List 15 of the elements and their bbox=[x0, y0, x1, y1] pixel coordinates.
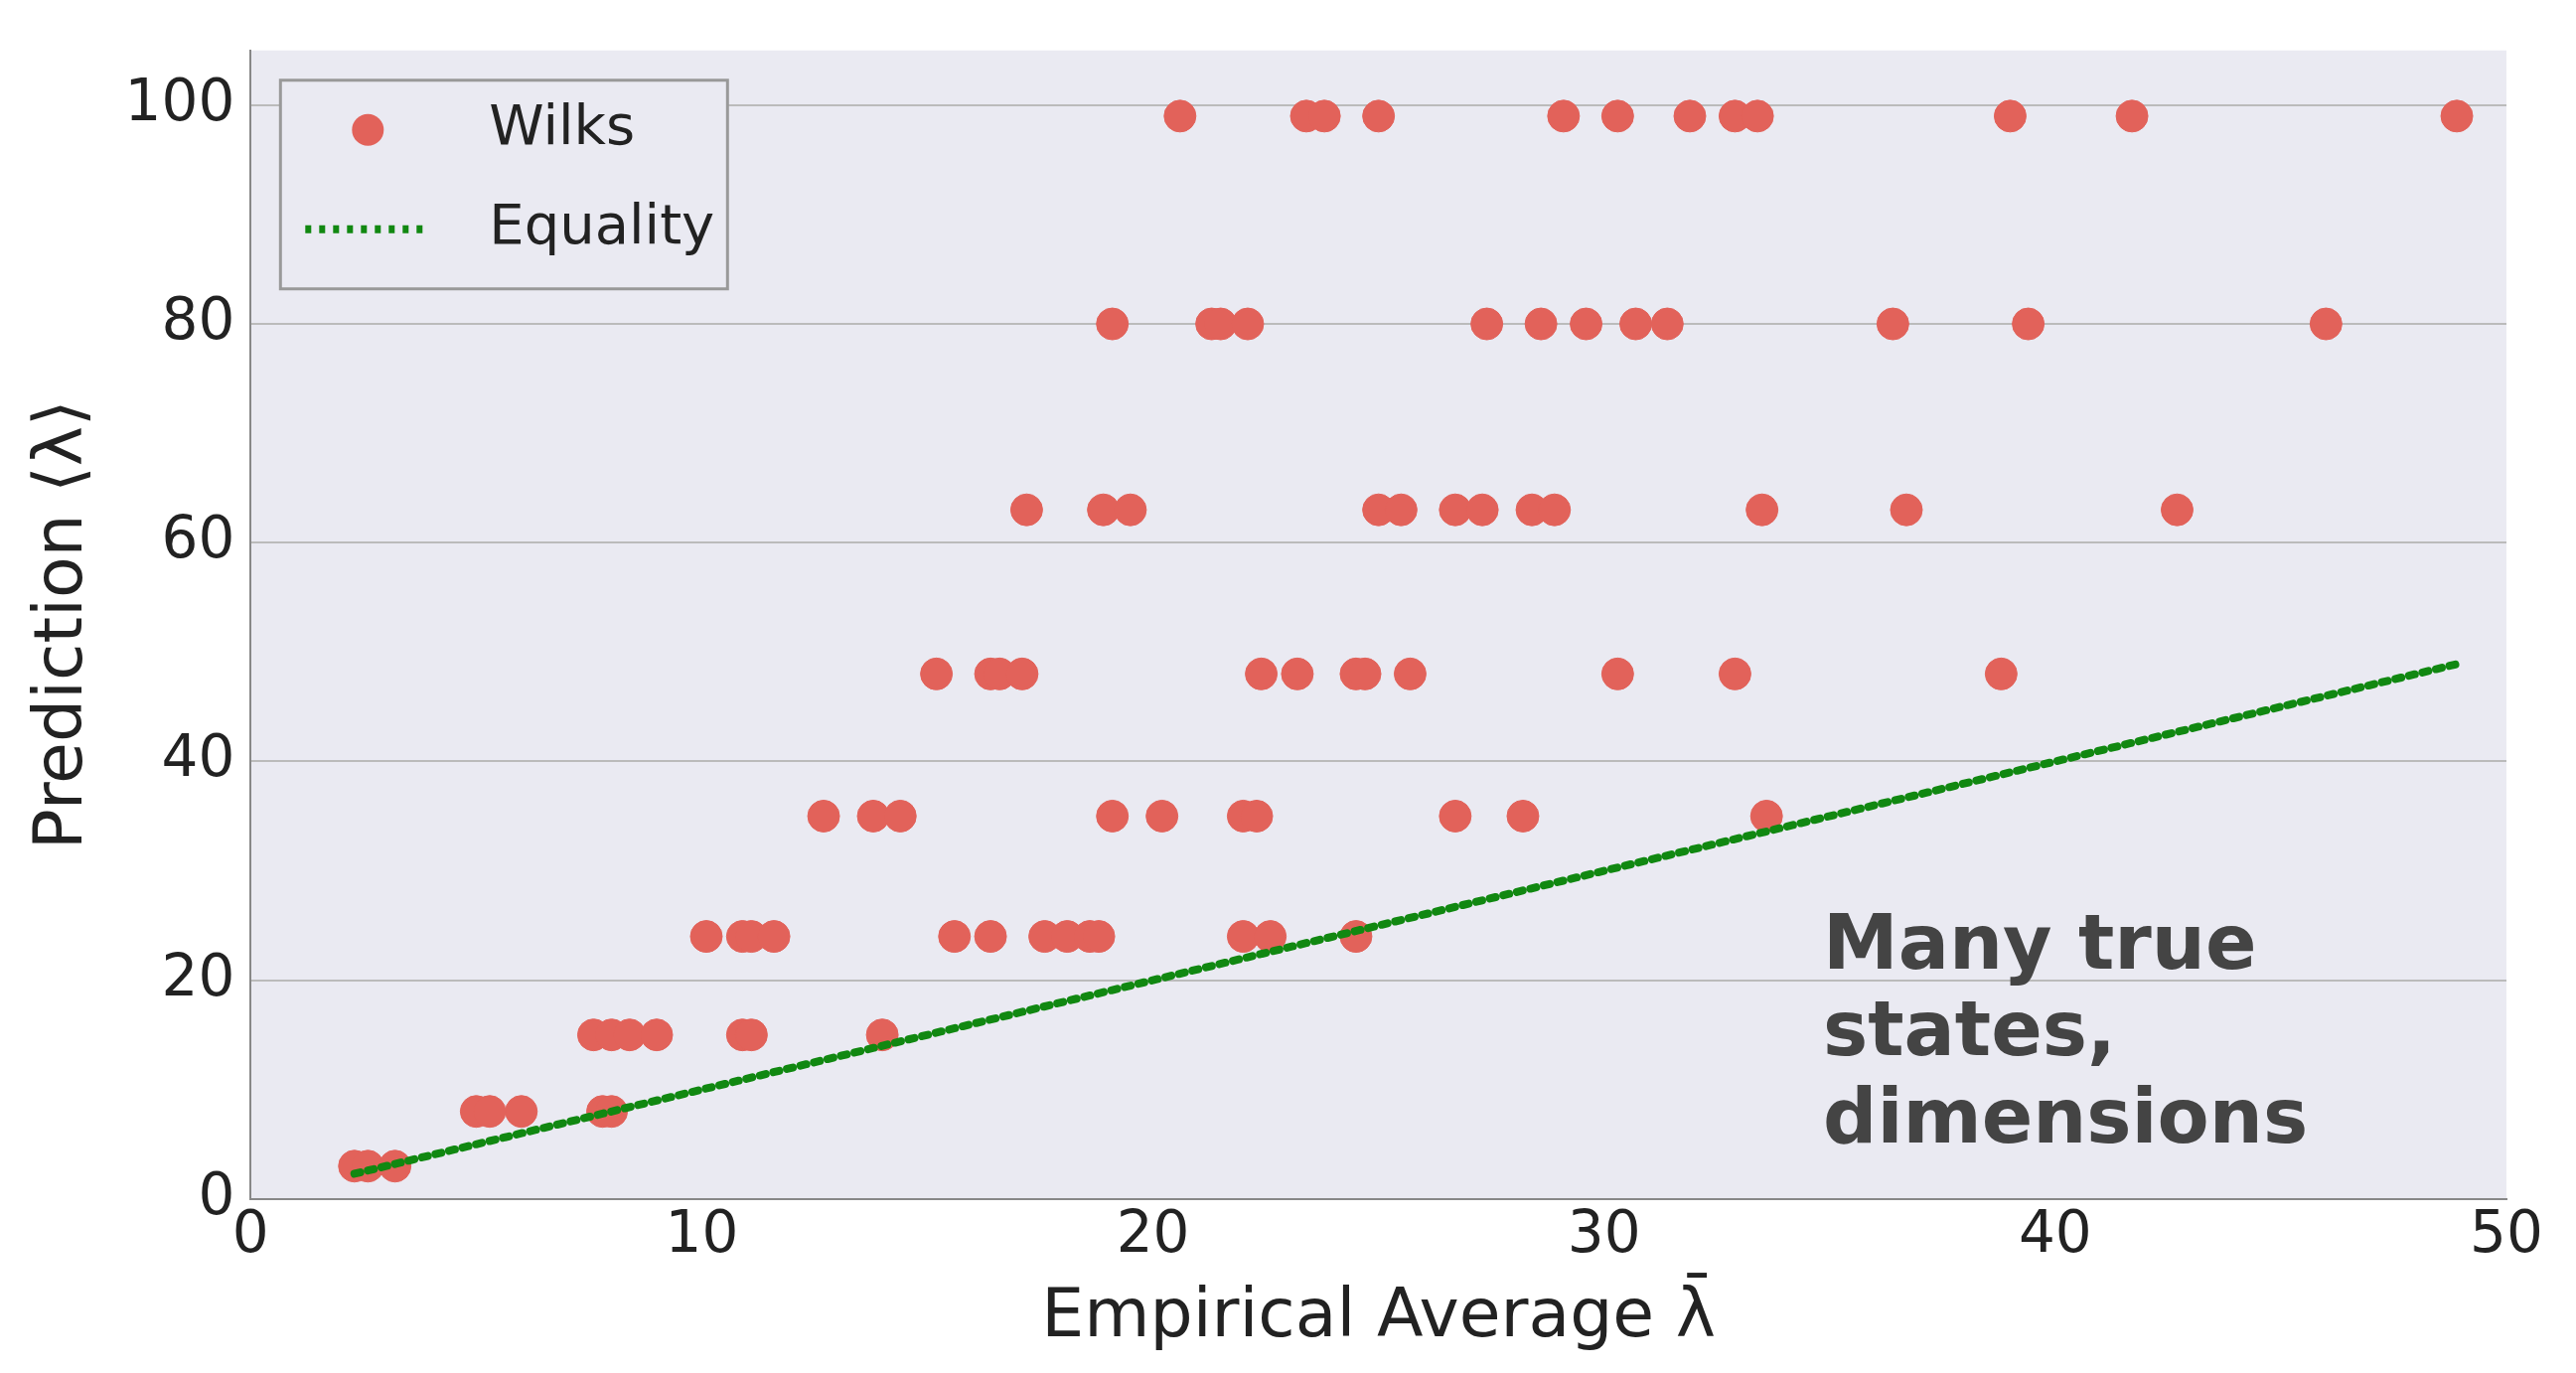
legend-label: Equality bbox=[489, 192, 715, 257]
y-tick-label: 20 bbox=[161, 941, 235, 1009]
y-axis-title: Prediction ⟨λ⟩ bbox=[19, 399, 98, 850]
y-tick-label: 80 bbox=[161, 285, 235, 354]
x-tick-label: 30 bbox=[1567, 1197, 1641, 1266]
x-tick-label: 40 bbox=[2018, 1197, 2092, 1266]
y-tick-label: 40 bbox=[161, 722, 235, 791]
y-tick-label: 100 bbox=[124, 66, 235, 134]
x-axis-title: Empirical Average λ̄ bbox=[1041, 1273, 1717, 1352]
y-tick-label: 60 bbox=[161, 504, 235, 572]
legend-label: Wilks bbox=[489, 92, 636, 158]
annotation: Many true states, dimensions bbox=[1823, 898, 2310, 1160]
x-tick-label: 20 bbox=[1116, 1197, 1190, 1266]
x-tick-label: 50 bbox=[2470, 1197, 2543, 1266]
x-tick-label: 10 bbox=[665, 1197, 739, 1266]
